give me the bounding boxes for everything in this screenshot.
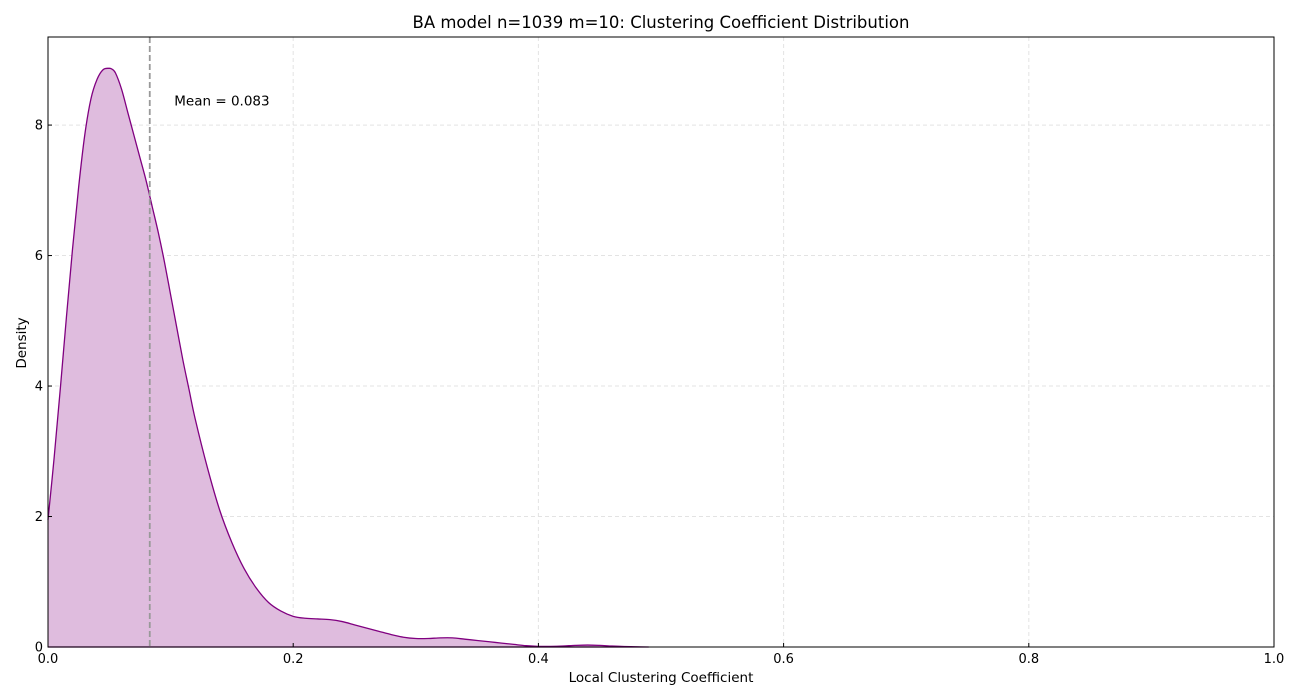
y-axis-ticks: 0 2 4 6 8 (35, 119, 52, 656)
x-axis-ticks: 0.0 0.2 0.4 0.6 0.8 1.0 (38, 643, 1285, 667)
y-tick-label: 0 (35, 641, 43, 656)
grid-lines (48, 37, 1274, 647)
y-tick-label: 6 (35, 249, 43, 264)
x-tick-label: 0.6 (773, 652, 794, 667)
x-tick-label: 0.8 (1018, 652, 1039, 667)
density-area-fill (48, 68, 649, 648)
mean-annotation: Mean = 0.083 (174, 94, 269, 110)
y-tick-label: 2 (35, 510, 43, 525)
x-tick-label: 0.0 (38, 652, 59, 667)
x-axis-label: Local Clustering Coefficient (569, 670, 754, 686)
y-tick-label: 4 (35, 380, 43, 395)
x-tick-label: 0.4 (528, 652, 549, 667)
density-curve (47, 67, 649, 648)
y-axis-label: Density (14, 317, 30, 368)
y-tick-label: 8 (35, 119, 43, 134)
plot-frame (47, 36, 1275, 648)
x-tick-label: 0.2 (283, 652, 304, 667)
x-tick-label: 1.0 (1264, 652, 1285, 667)
chart-title: BA model n=1039 m=10: Clustering Coeffic… (413, 13, 910, 32)
